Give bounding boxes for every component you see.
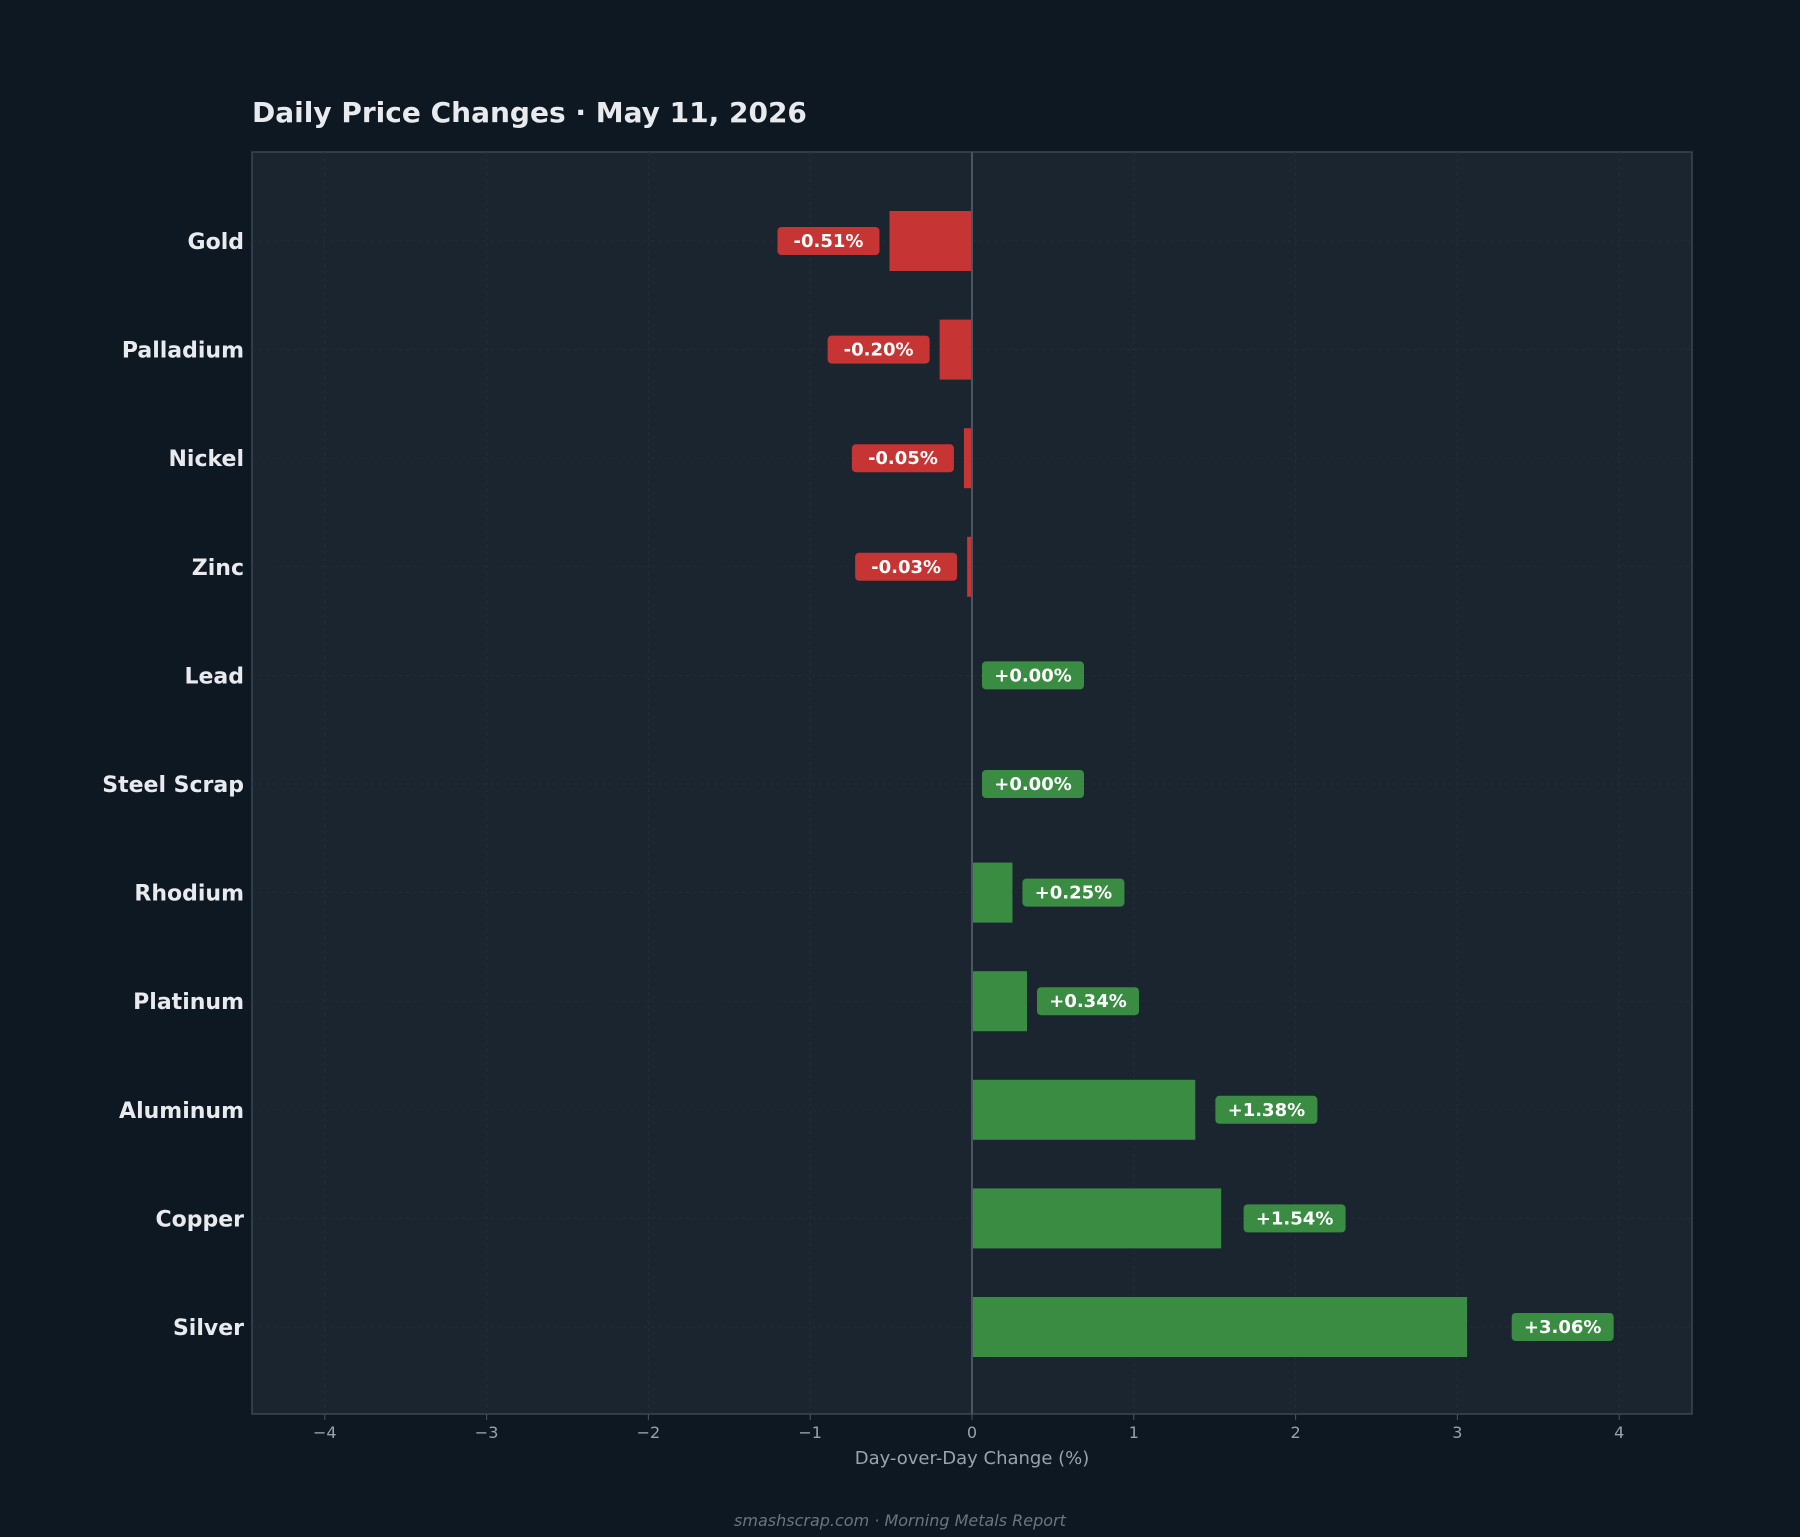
x-tick-label: 4	[1614, 1423, 1624, 1442]
data-label-text: -0.05%	[868, 448, 938, 469]
bar	[972, 1079, 1196, 1140]
x-tick-label: 1	[1129, 1423, 1139, 1442]
data-label-box	[1511, 1313, 1614, 1341]
bar	[889, 211, 972, 271]
data-label-text: +0.34%	[1049, 991, 1127, 1012]
data-label: -0.03%	[855, 552, 958, 581]
chart-title: Daily Price Changes · May 11, 2026	[252, 96, 807, 129]
data-label-box	[851, 444, 954, 473]
bar	[972, 1188, 1222, 1249]
data-label: +3.06%	[1511, 1313, 1614, 1341]
data-label-box	[777, 227, 880, 255]
data-label: +0.25%	[1022, 878, 1125, 907]
category-label: Palladium	[122, 339, 244, 364]
bars	[889, 211, 1468, 1357]
data-label-box	[982, 770, 1084, 798]
category-label: Rhodium	[134, 882, 244, 907]
data-labels: -0.51% -0.20% -0.05% -0.03% +0.00% +0.00% +0.2…	[777, 227, 1614, 1341]
data-label-box	[1022, 878, 1125, 907]
data-label: +0.00%	[982, 770, 1084, 798]
bar	[972, 1297, 1468, 1357]
x-tick-label: −2	[637, 1423, 661, 1442]
category-labels: Gold Palladium Nickel Zinc Lead Steel Scrap Rh…	[102, 230, 244, 1341]
data-label: -0.51%	[777, 227, 880, 255]
category-label: Copper	[155, 1207, 244, 1232]
x-axis-ticks: −4 −3 −2 −1 0 1 2 3 4	[313, 1414, 1624, 1442]
category-label: Steel Scrap	[102, 773, 244, 798]
data-label-box	[855, 552, 958, 581]
data-label: +1.38%	[1215, 1095, 1318, 1124]
x-tick-label: −3	[475, 1423, 499, 1442]
data-label-text: +0.00%	[994, 665, 1072, 686]
data-label: +1.54%	[1243, 1204, 1346, 1233]
x-tick-label: 2	[1291, 1423, 1301, 1442]
data-label-text: +0.25%	[1035, 883, 1113, 904]
x-tick-label: 0	[967, 1423, 977, 1442]
data-label-text: -0.03%	[871, 557, 941, 578]
category-label: Silver	[173, 1316, 244, 1341]
data-label-text: +1.38%	[1228, 1100, 1306, 1121]
data-label-text: +3.06%	[1524, 1317, 1602, 1338]
data-label-box	[982, 661, 1084, 690]
data-label-text: +1.54%	[1256, 1208, 1334, 1229]
data-label-box	[827, 335, 930, 364]
x-axis-label: Day-over-Day Change (%)	[855, 1448, 1090, 1469]
data-label: -0.20%	[827, 335, 930, 364]
x-tick-label: 3	[1452, 1423, 1462, 1442]
x-tick-label: −1	[798, 1423, 822, 1442]
category-label: Aluminum	[119, 1099, 244, 1124]
data-label: +0.00%	[982, 661, 1084, 690]
bar	[939, 319, 972, 380]
data-label: -0.05%	[851, 444, 954, 473]
data-label-text: -0.51%	[794, 231, 864, 252]
data-label: +0.34%	[1037, 987, 1140, 1016]
bar	[972, 862, 1013, 923]
footer-text: smashscrap.com · Morning Metals Report	[734, 1511, 1067, 1530]
bar	[972, 971, 1028, 1032]
data-label-box	[1243, 1204, 1346, 1233]
data-label-box	[1215, 1095, 1318, 1124]
data-label-box	[1037, 987, 1140, 1016]
category-label: Platinum	[133, 990, 244, 1015]
category-label: Lead	[184, 664, 244, 689]
category-label: Nickel	[169, 447, 245, 472]
data-label-text: +0.00%	[994, 774, 1072, 795]
category-label: Gold	[188, 230, 244, 255]
bar	[963, 428, 972, 489]
x-tick-label: −4	[313, 1423, 337, 1442]
bar	[967, 536, 972, 597]
data-label-text: -0.20%	[844, 340, 914, 361]
category-label: Zinc	[192, 556, 244, 581]
